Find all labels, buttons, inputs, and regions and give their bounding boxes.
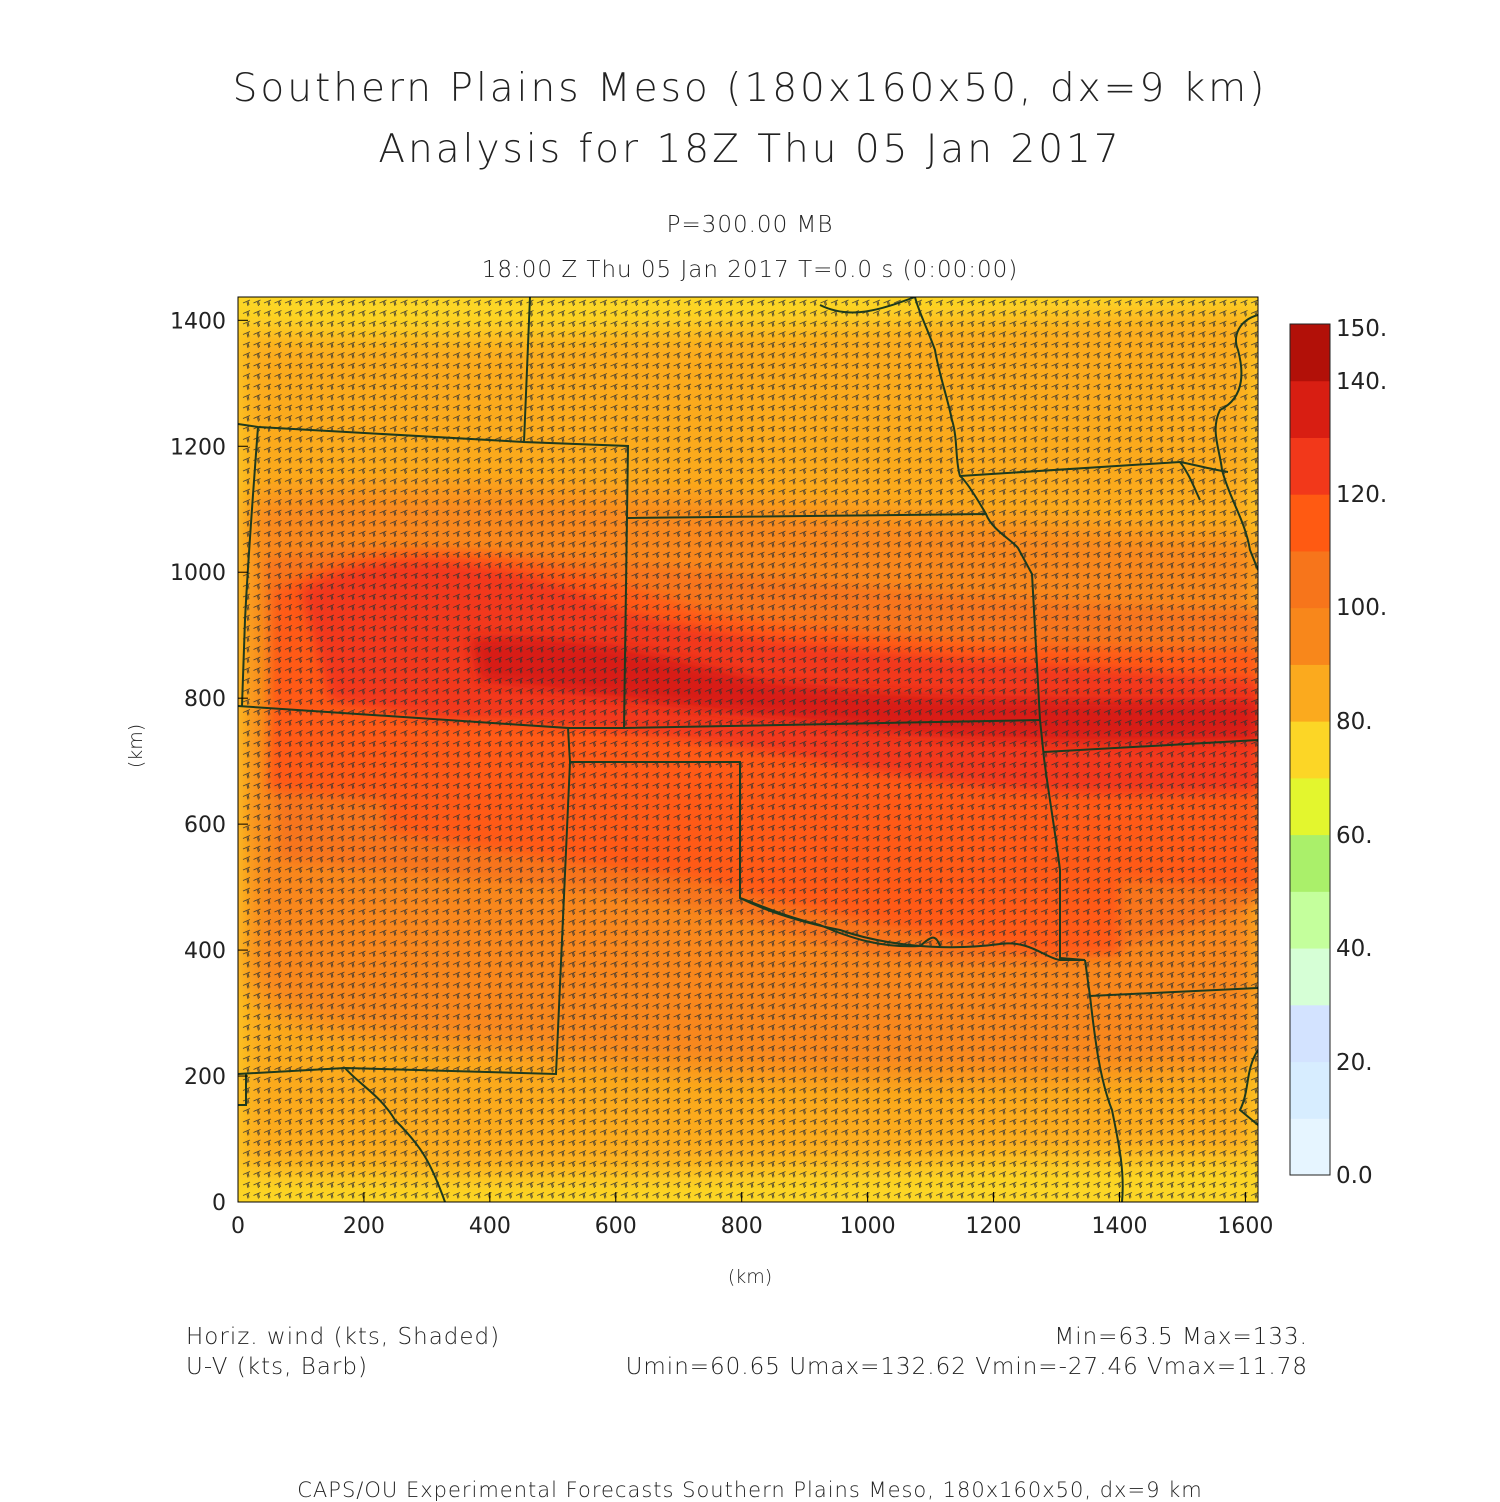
colorbar-label: 120. [1336,482,1387,508]
y-axis: 0 200 400 600 800 1000 1200 1400 [170,309,248,1216]
colorbar-label: 60. [1336,823,1373,849]
uv-stats: Umin=60.65 Umax=132.62 Vmin=-27.46 Vmax=… [625,1354,1308,1380]
x-tick-label: 800 [721,1214,763,1239]
colorbar-segment [1290,437,1330,495]
colorbar-segment [1290,494,1330,552]
x-tick-label: 200 [343,1214,385,1239]
x-tick-label: 1400 [1091,1214,1147,1239]
colorbar: 150. 140. 120. 100. 80. 60. 40. 20. 0.0 [1289,316,1387,1189]
valid-time-label: 18:00 Z Thu 05 Jan 2017 T=0.0 s (0:00:00… [481,257,1019,283]
colorbar-segment [1290,664,1330,722]
colorbar-segment [1290,834,1330,892]
x-tick-label: 0 [231,1214,245,1239]
barb-field-legend: U-V (kts, Barb) [186,1354,368,1380]
colorbar-segment [1290,1118,1330,1176]
colorbar-segment [1290,948,1330,1006]
pressure-level-label: P=300.00 MB [666,212,834,238]
colorbar-label: 0.0 [1336,1163,1373,1189]
colorbar-segment [1290,1004,1330,1063]
x-tick-label: 600 [595,1214,637,1239]
footer-credit: CAPS/OU Experimental Forecasts Southern … [297,1478,1203,1502]
y-tick-label: 800 [184,687,226,712]
plot-title-line1: Southern Plains Meso (180x160x50, dx=9 k… [232,66,1268,111]
y-tick-label: 1200 [170,435,226,460]
wind-speed-field [238,297,1258,1202]
x-tick-label: 400 [469,1214,511,1239]
x-tick-label: 1000 [840,1214,896,1239]
colorbar-label: 140. [1336,369,1387,395]
y-tick-label: 200 [184,1065,226,1090]
colorbar-segment [1290,777,1330,836]
plot-frame [237,296,1259,1203]
colorbar-label: 100. [1336,595,1387,621]
x-tick-label: 1600 [1217,1214,1273,1239]
colorbar-label: 150. [1336,316,1387,342]
colorbar-segment [1290,1061,1330,1119]
y-axis-label: (km) [125,723,148,769]
state-boundaries [238,297,1258,1202]
x-tick-label: 1200 [966,1214,1022,1239]
colorbar-label: 20. [1336,1050,1373,1076]
plot-title-line2: Analysis for 18Z Thu 05 Jan 2017 [378,127,1122,172]
shaded-field-legend: Horiz. wind (kts, Shaded) [186,1324,501,1350]
y-tick-label: 1400 [170,309,226,334]
colorbar-segment [1290,607,1330,665]
colorbar-segment [1290,380,1330,438]
colorbar-segment [1290,550,1330,609]
wind-barbs [242,299,1258,1199]
colorbar-segment [1290,324,1330,382]
x-axis-label: (km) [727,1266,773,1288]
colorbar-segment [1290,891,1330,949]
colorbar-label: 80. [1336,709,1373,735]
y-tick-label: 600 [184,813,226,838]
y-tick-label: 0 [212,1191,226,1216]
colorbar-label: 40. [1336,936,1373,962]
x-axis: 0 200 400 600 800 1000 1200 1400 1600 [231,1192,1273,1239]
colorbar-segment [1290,721,1330,779]
min-max-stats: Min=63.5 Max=133. [1054,1324,1308,1350]
y-tick-label: 400 [184,939,226,964]
y-tick-label: 1000 [170,561,226,586]
